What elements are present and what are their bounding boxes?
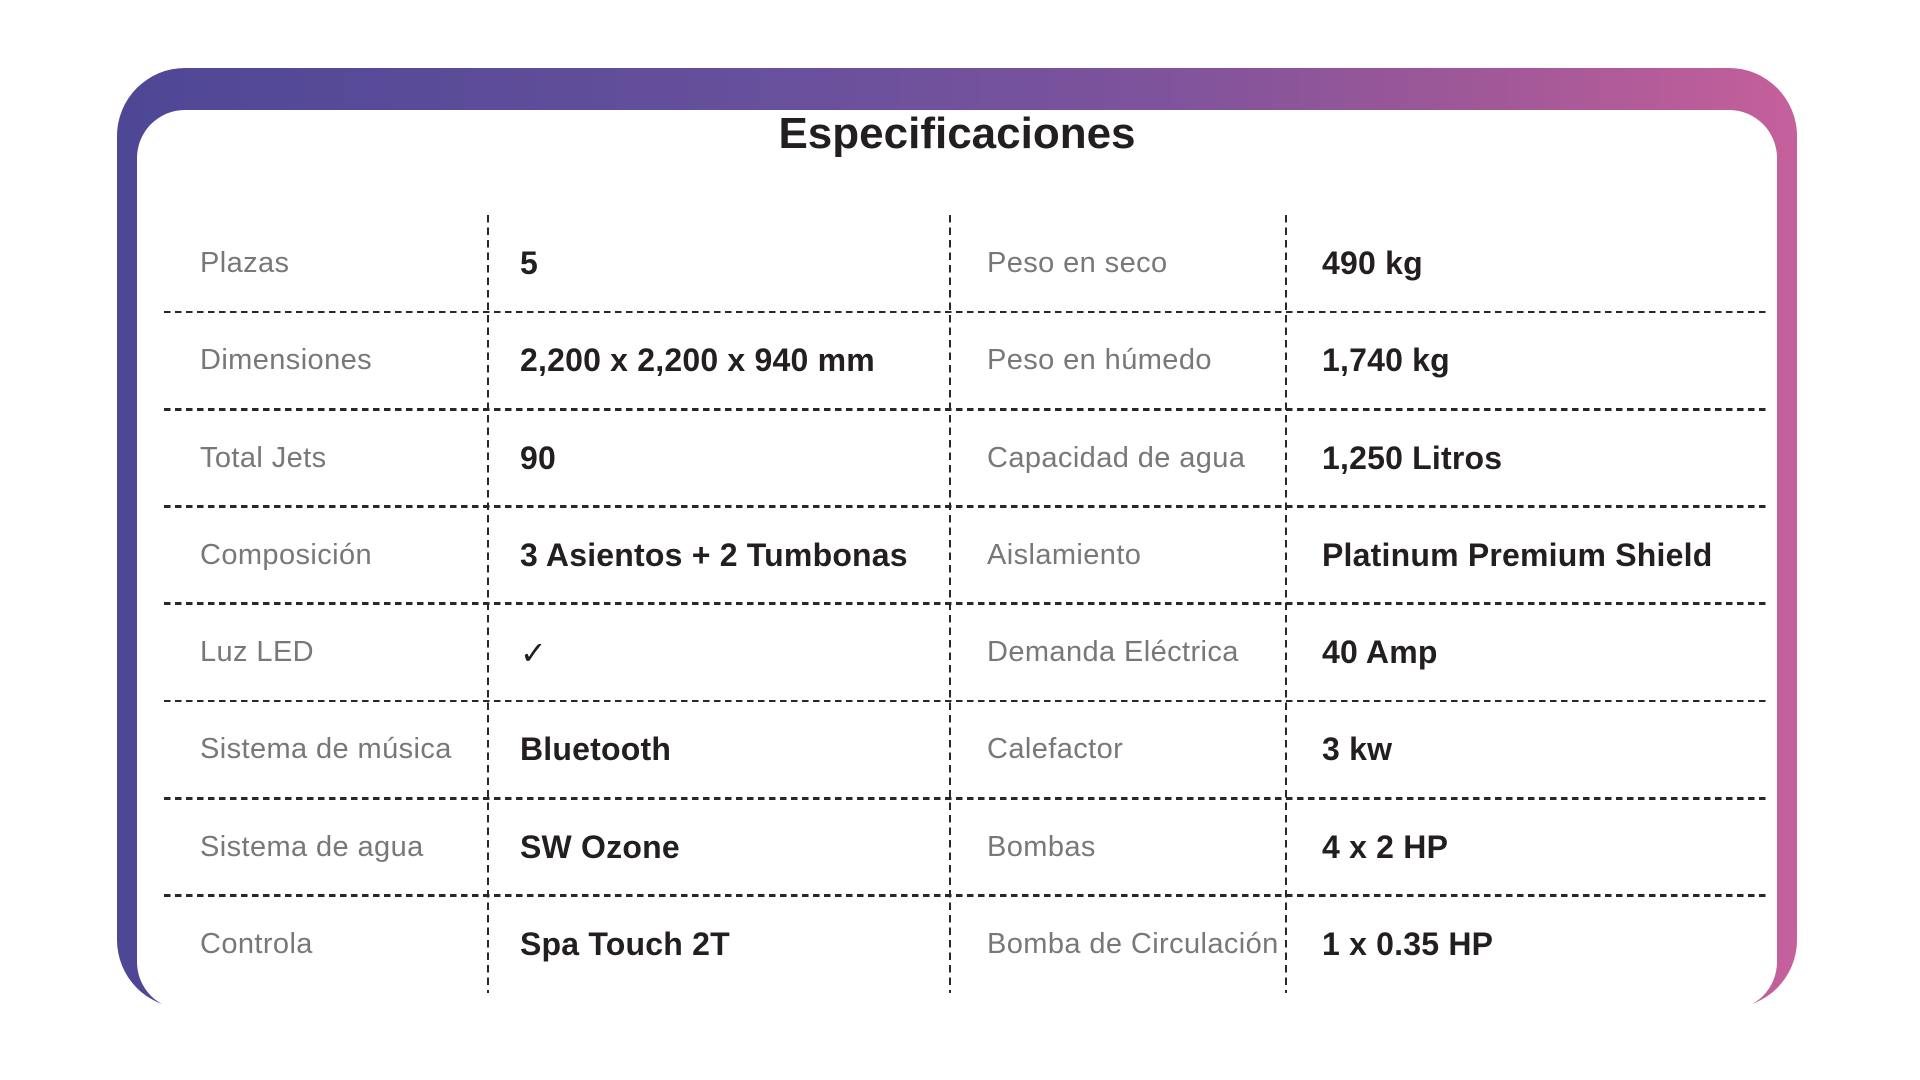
column-divider-middle	[949, 215, 952, 993]
spec-value: SW Ozone	[520, 828, 680, 865]
table-row: Controla Spa Touch 2T Bomba de Circulaci…	[164, 896, 1770, 993]
spec-label: Composición	[200, 538, 373, 571]
spec-value: 4 x 2 HP	[1322, 828, 1449, 865]
spec-value: 490 kg	[1322, 245, 1423, 282]
spec-value: 3 Asientos + 2 Tumbonas	[520, 536, 908, 573]
spec-table-rows: Plazas 5 Peso en seco 490 kg Dimensiones…	[164, 215, 1770, 993]
spec-label: Controla	[200, 927, 313, 960]
spec-value: 40 Amp	[1322, 634, 1438, 671]
spec-label: Aislamiento	[987, 538, 1142, 571]
table-row: Luz LED ✓ Demanda Eléctrica 40 Amp	[164, 604, 1770, 703]
table-row: Composición 3 Asientos + 2 Tumbonas Aisl…	[164, 507, 1770, 606]
spec-label: Capacidad de agua	[987, 441, 1246, 474]
spec-card-gradient-border: Especificaciones Plazas 5 Peso en seco 4…	[117, 68, 1797, 1010]
table-row: Sistema de música Bluetooth Calefactor 3…	[164, 701, 1770, 800]
spec-label: Calefactor	[987, 733, 1124, 766]
spec-value: 2,200 x 2,200 x 940 mm	[520, 342, 875, 379]
spec-value: 90	[520, 439, 556, 476]
spec-value: Platinum Premium Shield	[1322, 536, 1713, 573]
page-title: Especificaciones	[778, 109, 1136, 158]
spec-label: Plazas	[200, 247, 290, 280]
spec-value: 1,250 Litros	[1322, 439, 1503, 476]
spec-value: 5	[520, 245, 538, 282]
column-divider-left	[487, 215, 490, 993]
table-row: Sistema de agua SW Ozone Bombas 4 x 2 HP	[164, 799, 1770, 898]
spec-label: Bomba de Circulación	[987, 927, 1279, 960]
table-row: Total Jets 90 Capacidad de agua 1,250 Li…	[164, 410, 1770, 509]
column-divider-right	[1285, 215, 1288, 993]
spec-table: Plazas 5 Peso en seco 490 kg Dimensiones…	[164, 215, 1770, 993]
spec-label: Bombas	[987, 830, 1096, 863]
spec-value: 3 kw	[1322, 731, 1393, 768]
spec-label: Peso en húmedo	[987, 344, 1212, 377]
spec-label: Demanda Eléctrica	[987, 636, 1239, 669]
spec-label: Sistema de agua	[200, 830, 424, 863]
spec-label: Total Jets	[200, 441, 327, 474]
spec-value: 1,740 kg	[1322, 342, 1450, 379]
table-row: Dimensiones 2,200 x 2,200 x 940 mm Peso …	[164, 312, 1770, 411]
spec-value: Spa Touch 2T	[520, 925, 730, 962]
spec-card: Especificaciones Plazas 5 Peso en seco 4…	[137, 109, 1777, 1010]
spec-value: 1 x 0.35 HP	[1322, 925, 1494, 962]
spec-label: Luz LED	[200, 636, 315, 669]
table-row: Plazas 5 Peso en seco 490 kg	[164, 215, 1770, 314]
spec-label: Dimensiones	[200, 344, 373, 377]
spec-label: Peso en seco	[987, 247, 1168, 280]
check-icon: ✓	[520, 634, 548, 671]
spec-value: Bluetooth	[520, 731, 672, 768]
spec-label: Sistema de música	[200, 733, 452, 766]
